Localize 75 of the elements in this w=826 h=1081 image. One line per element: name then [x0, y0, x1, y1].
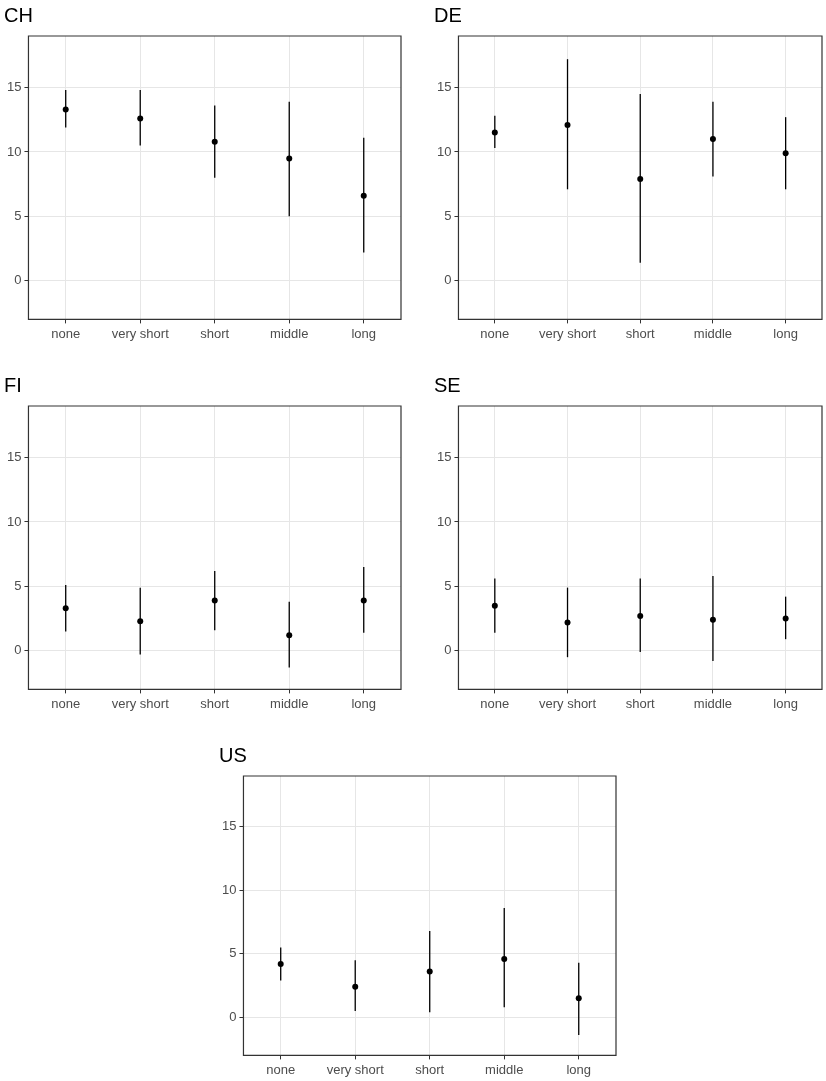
x-tick-label: very short — [538, 325, 597, 341]
x-tick-label: long — [773, 325, 798, 341]
point — [637, 612, 644, 619]
y-tick-label: 5 — [14, 577, 22, 593]
y-tick-label: 15 — [436, 449, 452, 465]
x-tick-label: none — [480, 325, 510, 341]
point — [709, 136, 716, 143]
x-tick-label: middle — [270, 695, 309, 711]
point — [782, 615, 789, 622]
point — [709, 616, 716, 623]
point — [211, 597, 218, 604]
x-tick-label: middle — [270, 325, 309, 341]
y-tick-label: 15 — [6, 79, 22, 95]
x-tick-label: short — [625, 325, 656, 341]
y-tick-label: 5 — [229, 945, 237, 961]
point — [352, 983, 359, 990]
y-tick-label: 0 — [444, 272, 452, 288]
x-tick-label: short — [200, 325, 230, 341]
x-tick-label: very short — [326, 1061, 385, 1077]
chart-title: US — [219, 743, 247, 766]
y-tick-label: 0 — [229, 1008, 237, 1024]
point — [137, 115, 144, 122]
chart-title: DE — [434, 3, 462, 26]
y-tick-label: 10 — [221, 881, 237, 897]
x-tick-label: none — [266, 1061, 296, 1077]
point — [62, 106, 69, 113]
x-tick-label: very short — [111, 695, 170, 711]
point — [62, 605, 69, 612]
y-tick-label: 0 — [444, 642, 452, 658]
x-tick-label: very short — [111, 325, 170, 341]
y-tick-label: 5 — [444, 207, 452, 223]
x-tick-label: short — [415, 1061, 445, 1077]
point — [137, 618, 144, 625]
point — [782, 150, 789, 157]
chart-title: CH — [4, 3, 33, 26]
point — [360, 597, 367, 604]
y-tick-label: 15 — [436, 79, 452, 95]
point — [286, 632, 293, 639]
x-tick-label: long — [773, 695, 798, 711]
point — [575, 995, 582, 1002]
x-tick-label: short — [625, 695, 656, 711]
y-tick-label: 0 — [14, 272, 22, 288]
x-tick-label: none — [51, 695, 81, 711]
point — [360, 192, 367, 199]
x-tick-label: none — [480, 695, 510, 711]
y-tick-label: 10 — [6, 513, 22, 529]
point — [491, 602, 498, 609]
x-tick-label: short — [200, 695, 230, 711]
y-tick-label: 0 — [14, 642, 22, 658]
y-tick-label: 10 — [436, 143, 452, 159]
point — [277, 960, 284, 967]
y-tick-label: 10 — [436, 513, 452, 529]
y-tick-label: 5 — [14, 207, 22, 223]
x-tick-label: middle — [693, 695, 733, 711]
point — [501, 955, 508, 962]
point — [491, 129, 498, 136]
y-tick-label: 10 — [6, 143, 22, 159]
point — [211, 138, 218, 145]
point — [637, 175, 644, 182]
x-tick-label: long — [566, 1061, 592, 1077]
point — [426, 968, 433, 975]
y-tick-label: 15 — [6, 449, 22, 465]
chart-title: FI — [4, 373, 22, 396]
point — [564, 619, 571, 626]
x-tick-label: middle — [485, 1061, 524, 1077]
x-tick-label: long — [351, 325, 377, 341]
y-tick-label: 5 — [444, 577, 452, 593]
x-tick-label: long — [351, 695, 377, 711]
x-tick-label: middle — [693, 325, 733, 341]
chart-title: SE — [434, 373, 461, 396]
point — [564, 121, 571, 128]
x-tick-label: very short — [538, 695, 597, 711]
x-tick-label: none — [51, 325, 81, 341]
y-tick-label: 15 — [221, 818, 237, 834]
point — [286, 155, 293, 162]
